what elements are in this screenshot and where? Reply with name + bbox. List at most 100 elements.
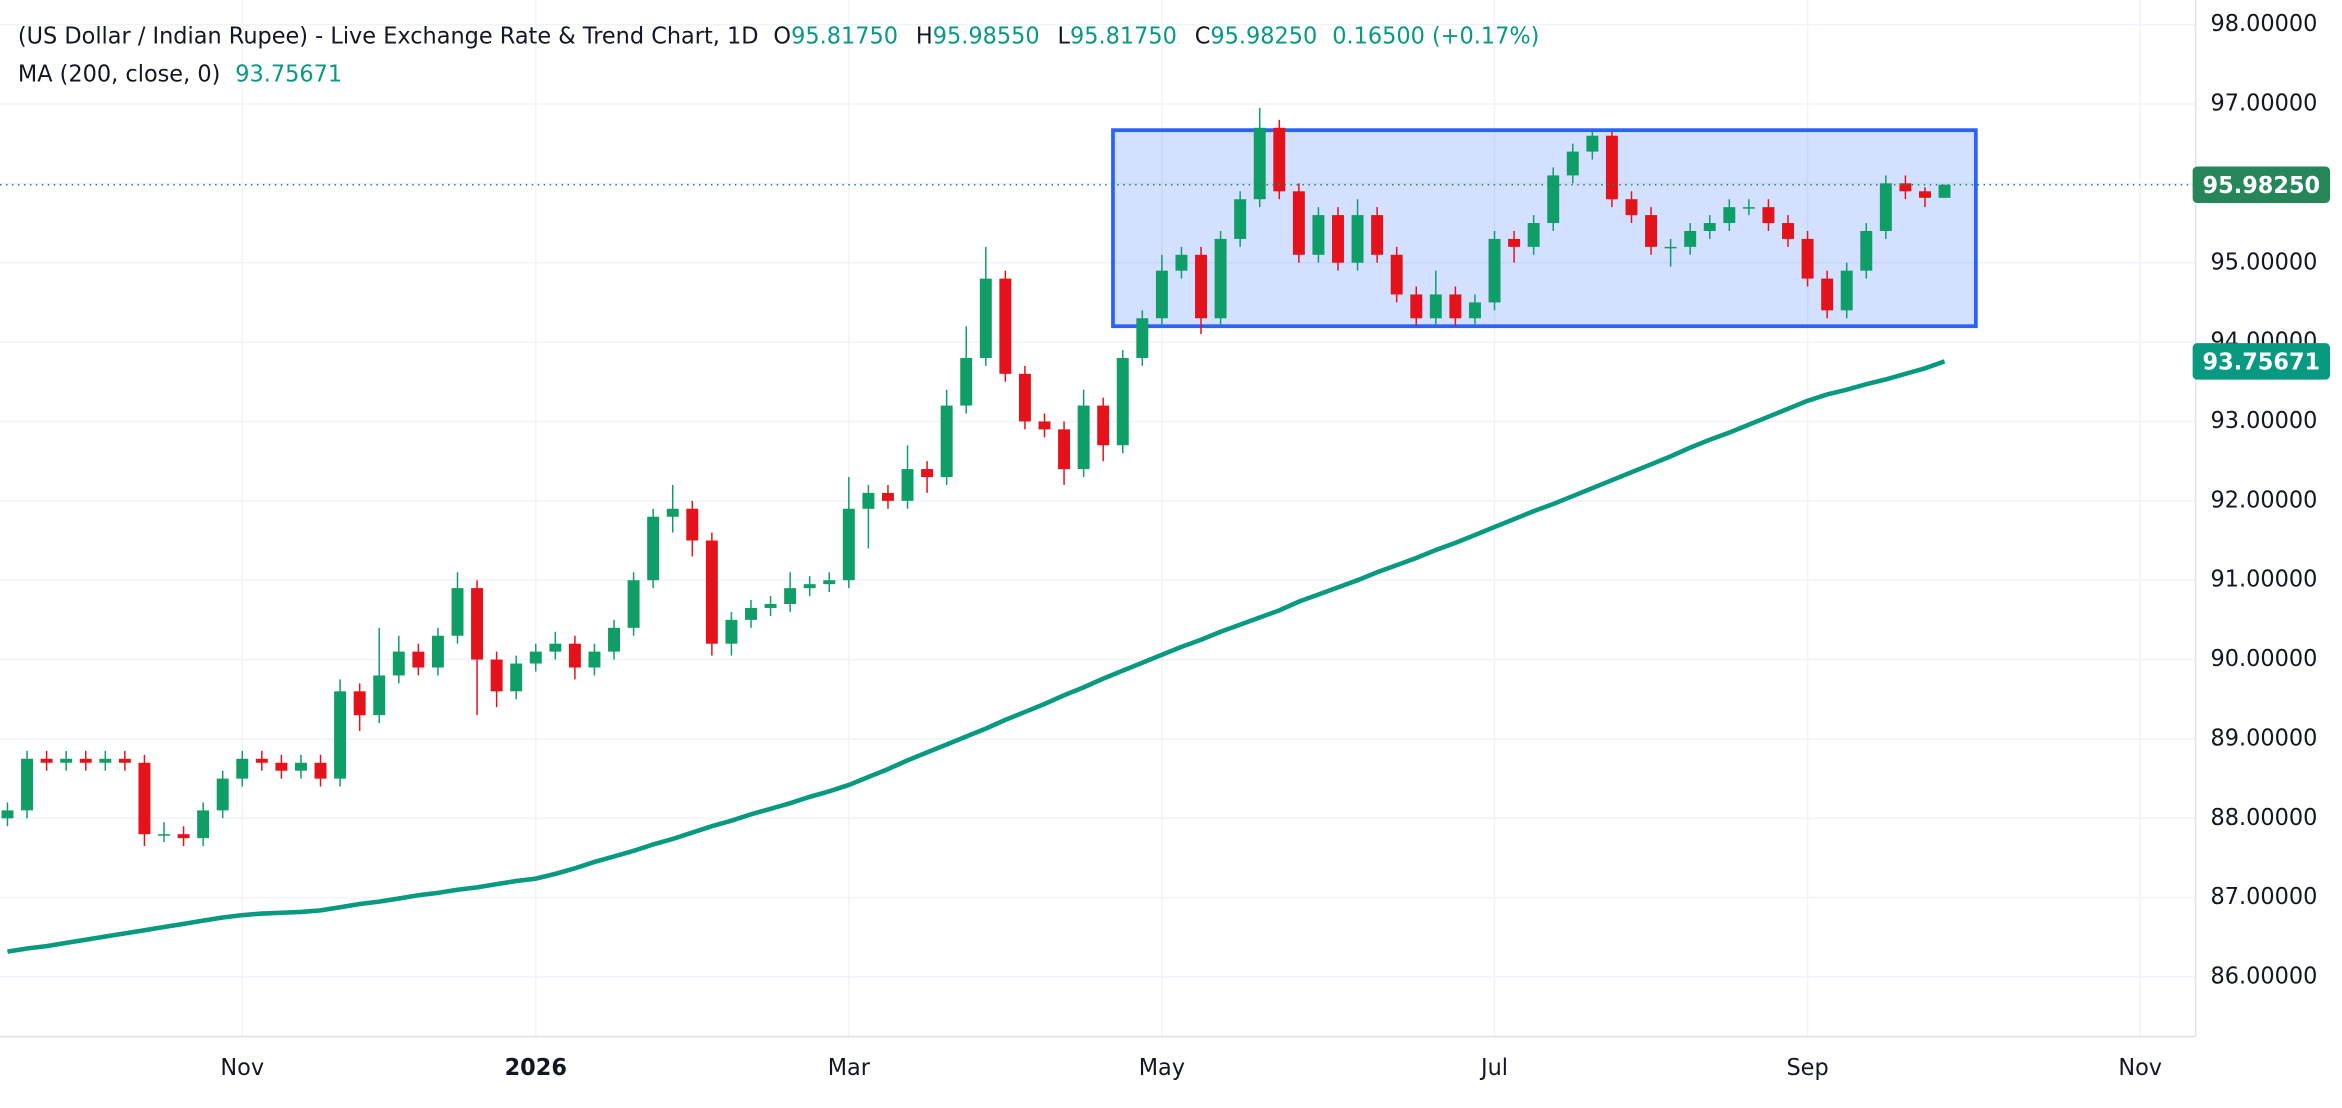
candle-body [471, 588, 484, 660]
y-tick-label: 92.00000 [2211, 487, 2318, 513]
candle-body [862, 492, 875, 509]
candle-body [1058, 429, 1071, 470]
candle-body [803, 584, 816, 589]
candle-body [1038, 421, 1051, 430]
candle-body [764, 604, 777, 608]
candle-body [79, 758, 92, 763]
candle-body [1410, 294, 1423, 319]
candle-body [1116, 357, 1129, 446]
candle-body [431, 635, 444, 668]
candle-body [1097, 405, 1110, 446]
candle-body [1175, 254, 1188, 271]
ohlc-value: 95.81750 [791, 23, 898, 49]
candle-body [1527, 223, 1540, 247]
ohlc-key: L [1058, 23, 1071, 49]
candle-body [608, 627, 621, 652]
candle-body [784, 588, 797, 605]
candle-body [1488, 238, 1501, 303]
candle-body [1801, 238, 1814, 279]
candle-body [999, 278, 1012, 374]
candle-body [666, 508, 679, 517]
candle-body [1332, 215, 1344, 263]
candle-body [1625, 199, 1638, 216]
ohlc-key: H [916, 23, 933, 49]
candle-body [1860, 230, 1873, 271]
candle-body [1899, 183, 1912, 192]
candle-body [1, 810, 14, 819]
x-tick-label: 2026 [505, 1055, 567, 1081]
candle-body [275, 762, 288, 771]
candle-body [745, 607, 757, 620]
candle-body [334, 691, 347, 779]
candle-body [979, 278, 992, 358]
ohlc-key: O [773, 23, 791, 49]
candle-body [1879, 183, 1892, 231]
candle-body [1684, 230, 1697, 247]
candle-body [1605, 135, 1618, 200]
candle-body [1292, 191, 1305, 255]
candle-body [1351, 215, 1364, 263]
candle-body [451, 588, 464, 636]
candle-body [1938, 184, 1951, 198]
candle-body [40, 758, 53, 763]
candle-body [1136, 318, 1149, 358]
y-tick-label: 88.00000 [2211, 805, 2318, 831]
candle-body [236, 758, 249, 779]
candle-body [1077, 405, 1090, 470]
indicator-line: MA (200, close, 0) 93.75671 [18, 61, 342, 87]
candle-body [1155, 270, 1168, 319]
ohlc-key: C [1195, 23, 1211, 49]
y-tick-label: 90.00000 [2211, 646, 2318, 672]
candle-body [1821, 278, 1834, 311]
candle-body [412, 651, 425, 668]
candle-body [725, 619, 738, 644]
ohlc-value: 95.98550 [933, 23, 1040, 49]
y-tick-label: 86.00000 [2211, 963, 2318, 989]
candle-body [510, 663, 523, 692]
y-tick-label: 89.00000 [2211, 725, 2318, 751]
candle-body [1214, 238, 1227, 319]
candle-body [901, 469, 914, 501]
price-label-box [2192, 343, 2331, 380]
x-tick-label: Jul [1479, 1055, 1508, 1081]
price-label: 95.98250 [2203, 173, 2321, 199]
candle-body [197, 810, 210, 839]
candle-body [1762, 207, 1775, 224]
candle-body [99, 758, 112, 763]
candle-body [823, 580, 836, 585]
candle-body [1253, 127, 1266, 200]
candle-body [353, 691, 366, 716]
candle-body [1840, 270, 1853, 311]
candle-body [1547, 175, 1560, 224]
candle-body [1429, 294, 1442, 319]
candle-body [392, 651, 405, 676]
candle-body [705, 540, 718, 644]
candle-body [21, 758, 34, 811]
candle-body [549, 643, 562, 652]
candle-body [1312, 215, 1325, 255]
candle-body [1645, 215, 1658, 247]
candle-body [60, 758, 73, 763]
candle-body [647, 516, 660, 581]
candle-body [686, 508, 699, 541]
ma-line [7, 359, 1946, 954]
candle-body [1782, 223, 1794, 239]
candle-body [1566, 151, 1579, 176]
candle-body [1195, 254, 1207, 319]
candle-body [940, 405, 953, 478]
candle-body [118, 758, 131, 763]
price-label: 93.75671 [2203, 349, 2321, 375]
candle-body [1664, 246, 1677, 249]
candle-body [255, 758, 268, 763]
candle-body [529, 651, 542, 664]
ohlc-value: 95.81750 [1070, 23, 1177, 49]
x-tick-label: Sep [1786, 1055, 1828, 1081]
candle-body [1508, 238, 1521, 247]
y-tick-label: 87.00000 [2211, 884, 2318, 910]
x-tick-label: Nov [2118, 1055, 2162, 1081]
candle-body [294, 762, 307, 771]
candle-body [373, 675, 386, 716]
change: 0.16500 (+0.17%) [1332, 23, 1539, 49]
